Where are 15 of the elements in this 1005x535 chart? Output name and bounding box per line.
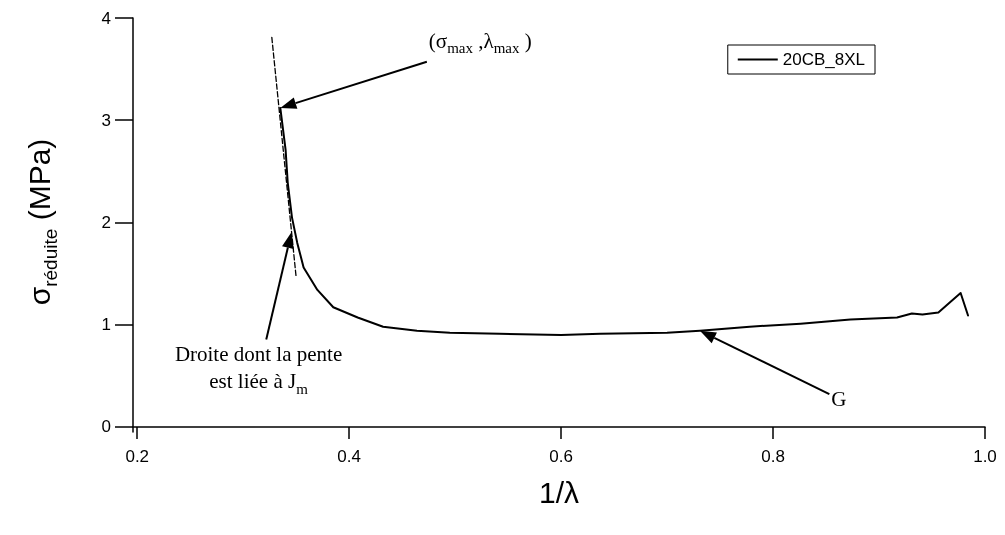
x-axis-title: 1/λ bbox=[538, 475, 580, 509]
y-tick-label: 4 bbox=[101, 8, 111, 28]
y-tick-label: 1 bbox=[101, 315, 111, 335]
x-tick-label: 0.2 bbox=[125, 447, 150, 466]
legend-label: 20CB_8XL bbox=[782, 50, 866, 69]
x-tick-label: 0.6 bbox=[549, 447, 573, 466]
annotation: Droite dont la pente est liée à J$_{m}$ bbox=[173, 341, 344, 399]
x-tick-label: 0.4 bbox=[337, 447, 361, 466]
y-tick-label: 3 bbox=[101, 110, 111, 130]
annotation: (σ$_{max}$ ,λ$_{max}$ ) bbox=[428, 27, 532, 59]
x-tick-label: 0.8 bbox=[761, 447, 785, 466]
annotation: G bbox=[831, 385, 847, 413]
x-tick-label: 1.0 bbox=[973, 447, 997, 466]
y-tick-label: 2 bbox=[101, 212, 111, 232]
y-tick-label: 0 bbox=[101, 417, 111, 437]
